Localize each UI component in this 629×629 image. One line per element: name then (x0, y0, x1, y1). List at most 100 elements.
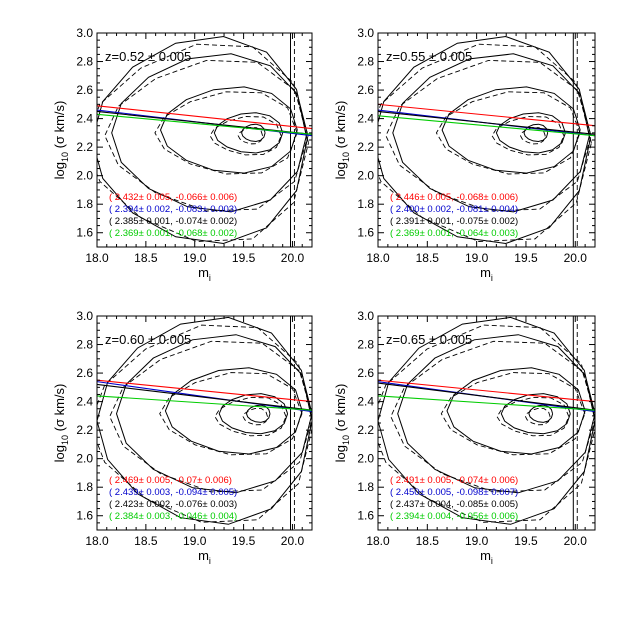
y-tick-label: 2.0 (76, 452, 93, 466)
x-axis-label: mi (480, 265, 493, 283)
x-tick-label: 18.5 (134, 251, 158, 265)
y-tick-label: 1.8 (76, 480, 93, 494)
contour-solid-1 (523, 123, 549, 143)
fit-coefficients-label: ( 2.369± 0.001, -0.068± 0.002) (109, 228, 237, 239)
contour-dashed-5 (378, 43, 592, 242)
x-axis-label-sub: i (491, 556, 493, 566)
x-tick-label: 19.0 (183, 534, 207, 548)
fit-coefficients-label: ( 2.391± 0.001, -0.075± 0.002) (390, 216, 518, 227)
contour-dashed-3 (435, 91, 581, 175)
x-tick-label: 19.5 (232, 251, 256, 265)
y-axis-label-rest: (σ km/s) (52, 101, 67, 152)
x-tick-label: 18.5 (134, 534, 158, 548)
x-tick-label: 18.0 (85, 534, 109, 548)
fit-line-4 (97, 113, 312, 135)
y-tick-label: 2.0 (357, 169, 374, 183)
contour-solid-2 (218, 393, 289, 435)
y-axis-label: log10 (σ km/s) (333, 101, 351, 180)
chart-panel-3: 18.0 18.5 19.0 19.5 20.0 1.6 1.8 2.0 2.2 2.4 2.6 2.… (52, 309, 313, 566)
contour-solid-3 (441, 86, 581, 174)
fit-coefficients-label: ( 2.439± 0.003, -0.094± 0.005) (109, 487, 237, 498)
fit-coefficients-label: ( 2.446± 0.005, -0.068± 0.006) (390, 192, 518, 203)
y-tick-label: 1.6 (357, 226, 374, 240)
y-tick-label: 2.4 (76, 395, 93, 409)
y-tick-label: 2.6 (357, 366, 374, 380)
y-tick-label: 2.2 (76, 423, 93, 437)
contour-solid-4 (397, 334, 595, 494)
contour-solid-1 (528, 404, 554, 423)
fit-coefficients-label: ( 2.400± 0.002, -0.081± 0.004) (390, 204, 518, 215)
y-axis-label-sub: 10 (60, 435, 70, 445)
x-tick-label: 19.5 (232, 534, 256, 548)
fit-line-4 (378, 115, 595, 137)
chart-panel-4: 18.0 18.5 19.0 19.5 20.0 1.6 1.8 2.0 2.2 2.4 2.6 2.… (333, 309, 596, 566)
fit-line-4 (378, 395, 595, 411)
plot-area (378, 316, 595, 530)
x-tick-label: 20.0 (281, 251, 305, 265)
y-axis-label: log10 (σ km/s) (52, 384, 70, 463)
y-axis-label-rest: (σ km/s) (333, 384, 348, 435)
y-axis-label-rest: (σ km/s) (52, 384, 67, 435)
x-tick-label: 18.5 (416, 251, 440, 265)
fit-coefficients-label: ( 2.385± 0.001, -0.074± 0.002) (109, 216, 237, 227)
x-axis-label-sub: i (209, 273, 211, 283)
y-tick-label: 3.0 (76, 26, 93, 40)
contour-solid-1 (241, 123, 266, 143)
contour-solid-5 (378, 35, 591, 245)
chart-panel-2: 18.0 18.5 19.0 19.5 20.0 1.6 1.8 2.0 2.2 2.4 2.6 2.… (333, 26, 596, 283)
contour-dashed-3 (440, 372, 586, 456)
fit-coefficients-label: ( 2.437± 0.004, -0.085± 0.005) (390, 499, 518, 510)
contour-dashed-2 (491, 116, 565, 156)
y-tick-label: 1.8 (357, 197, 374, 211)
y-tick-label: 2.6 (76, 366, 93, 380)
x-tick-label: 19.5 (514, 251, 538, 265)
x-axis-label-main: m (198, 265, 209, 280)
x-axis-label-main: m (480, 265, 491, 280)
y-tick-label: 2.6 (357, 83, 374, 97)
x-axis-label-main: m (480, 548, 491, 563)
fit-coefficients-label: ( 2.384± 0.003, -0.046± 0.004) (109, 511, 237, 522)
fit-coefficients-label: ( 2.469± 0.005, -0.07± 0.006) (109, 475, 232, 486)
y-axis-label-sub: 10 (341, 435, 351, 445)
fit-coefficients-label: ( 2.432± 0.005, -0.066± 0.006) (109, 192, 237, 203)
redshift-annotation: z=0.55 ± 0.005 (386, 49, 472, 64)
contour-dashed-5 (97, 43, 309, 242)
contour-solid-4 (111, 53, 308, 213)
x-axis-label-sub: i (491, 273, 493, 283)
y-tick-label: 1.6 (76, 509, 93, 523)
fit-line-3 (378, 110, 595, 135)
x-tick-label: 18.0 (85, 251, 109, 265)
y-tick-label: 2.4 (357, 112, 374, 126)
contour-solid-2 (500, 393, 571, 435)
x-tick-label: 20.0 (564, 534, 588, 548)
redshift-annotation: z=0.52 ± 0.005 (105, 49, 191, 64)
y-tick-label: 3.0 (357, 26, 374, 40)
fit-line-1 (97, 105, 312, 130)
x-axis-label: mi (480, 548, 493, 566)
y-tick-label: 2.8 (76, 338, 93, 352)
y-tick-label: 1.8 (76, 197, 93, 211)
contour-solid-2 (495, 112, 566, 154)
contour-dashed-5 (97, 324, 312, 523)
contour-solid-3 (159, 86, 298, 174)
fit-coefficients-label: ( 2.394± 0.002, -0.083± 0.003) (109, 204, 237, 215)
y-axis-label-main: log (333, 445, 348, 462)
y-tick-label: 1.6 (357, 509, 374, 523)
x-tick-label: 20.0 (564, 251, 588, 265)
fit-line-4 (97, 395, 312, 411)
fit-line-3 (97, 383, 312, 411)
x-tick-label: 19.0 (465, 251, 489, 265)
y-axis-label-main: log (333, 162, 348, 179)
y-axis-label-main: log (52, 162, 67, 179)
redshift-annotation: z=0.60 ± 0.005 (105, 332, 191, 347)
x-tick-label: 18.0 (366, 534, 390, 548)
fit-coefficients-label: ( 2.450± 0.005, -0.098± 0.007) (390, 487, 518, 498)
contour-dashed-3 (154, 91, 298, 175)
y-tick-label: 2.0 (357, 452, 374, 466)
fit-coefficients-label: ( 2.491± 0.005, -0.074± 0.006) (390, 475, 518, 486)
contour-dashed-2 (214, 396, 287, 437)
x-tick-label: 19.0 (183, 251, 207, 265)
contour-solid-3 (446, 367, 586, 455)
contour-solid-2 (213, 112, 284, 154)
